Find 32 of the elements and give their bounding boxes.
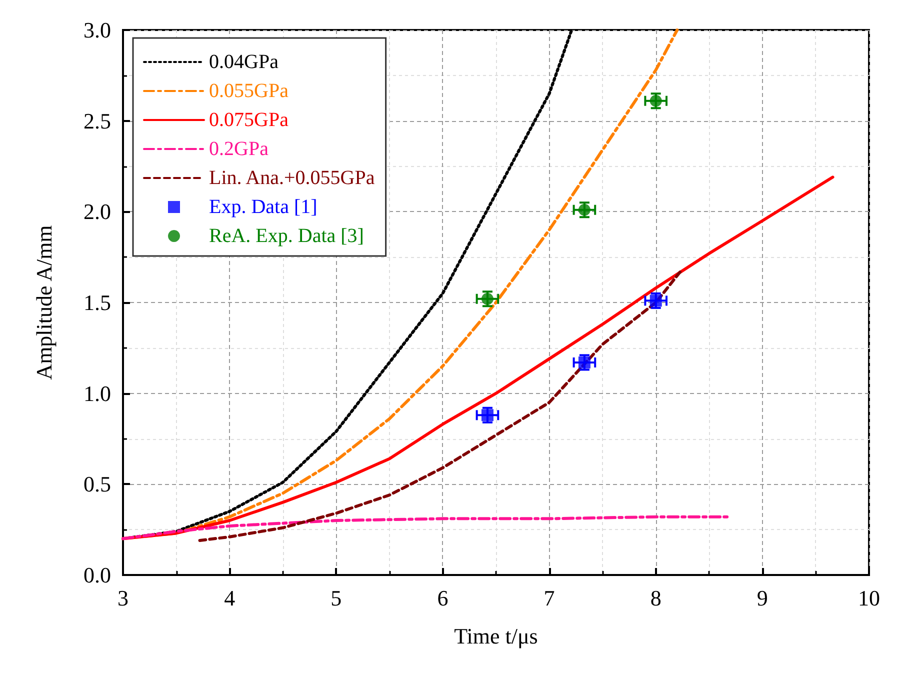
x-tick-label: 9	[756, 586, 768, 610]
legend-label: 0.075GPa	[209, 109, 289, 131]
x-tick-label: 4	[224, 586, 236, 610]
y-tick-label: 0.0	[84, 562, 111, 588]
legend-label: ReA. Exp. Data [3]	[209, 225, 364, 247]
x-tick-label: 7	[544, 586, 555, 610]
y-axis-title: Amplitude A/mm	[32, 225, 56, 380]
x-tick-label: 5	[330, 586, 342, 610]
x-axis-title: Time t/μs	[454, 624, 538, 648]
legend-label: 0.2GPa	[209, 138, 269, 160]
point	[578, 204, 590, 216]
x-tick-label: 3	[118, 586, 128, 610]
x-tick-label: 6	[437, 586, 448, 610]
legend-label: Lin. Ana.+0.055GPa	[209, 167, 375, 189]
line-series	[198, 270, 682, 542]
line-series	[122, 515, 730, 540]
point	[481, 292, 494, 305]
point	[578, 356, 590, 368]
y-tick-label: 3.0	[84, 18, 111, 42]
y-tick-label: 1.5	[84, 290, 111, 315]
y-tick-label: 1.0	[84, 380, 111, 406]
legend-label: Exp. Data [1]	[209, 196, 318, 218]
y-tick-label: 0.5	[84, 472, 111, 497]
y-tick-label: 2.5	[84, 108, 111, 134]
point	[481, 409, 494, 422]
legend-label: 0.04GPa	[209, 51, 279, 73]
point	[650, 94, 662, 107]
y-tick-label: 2.0	[84, 199, 111, 224]
x-tick-label: 10	[858, 586, 880, 610]
point	[650, 294, 662, 307]
legend-label: 0.055GPa	[209, 80, 289, 102]
x-tick-label: 8	[650, 586, 662, 610]
